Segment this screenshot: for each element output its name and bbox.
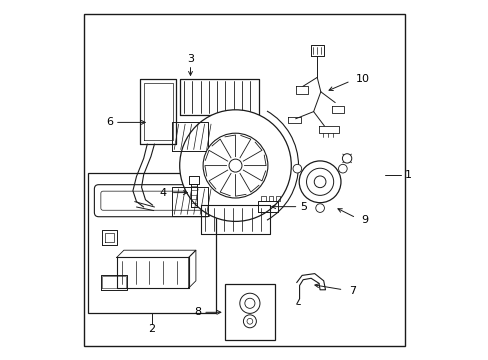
Circle shape — [292, 165, 301, 173]
Text: 10: 10 — [355, 74, 369, 84]
Circle shape — [299, 161, 340, 203]
Circle shape — [338, 165, 346, 173]
Circle shape — [306, 168, 333, 195]
Circle shape — [342, 154, 351, 163]
Circle shape — [314, 176, 325, 188]
Text: 5: 5 — [300, 202, 307, 212]
Circle shape — [179, 110, 291, 221]
Bar — [84, 14, 404, 346]
Bar — [224, 284, 275, 340]
Text: 4: 4 — [160, 188, 167, 198]
Text: 6: 6 — [106, 117, 113, 127]
Text: 7: 7 — [348, 285, 355, 296]
Circle shape — [228, 159, 242, 172]
Circle shape — [203, 133, 267, 198]
Text: 9: 9 — [361, 215, 368, 225]
Text: 1: 1 — [404, 170, 411, 180]
Text: 8: 8 — [194, 307, 201, 317]
Text: 3: 3 — [186, 54, 194, 64]
Text: 2: 2 — [148, 324, 155, 334]
Circle shape — [315, 204, 324, 212]
Bar — [88, 173, 215, 313]
